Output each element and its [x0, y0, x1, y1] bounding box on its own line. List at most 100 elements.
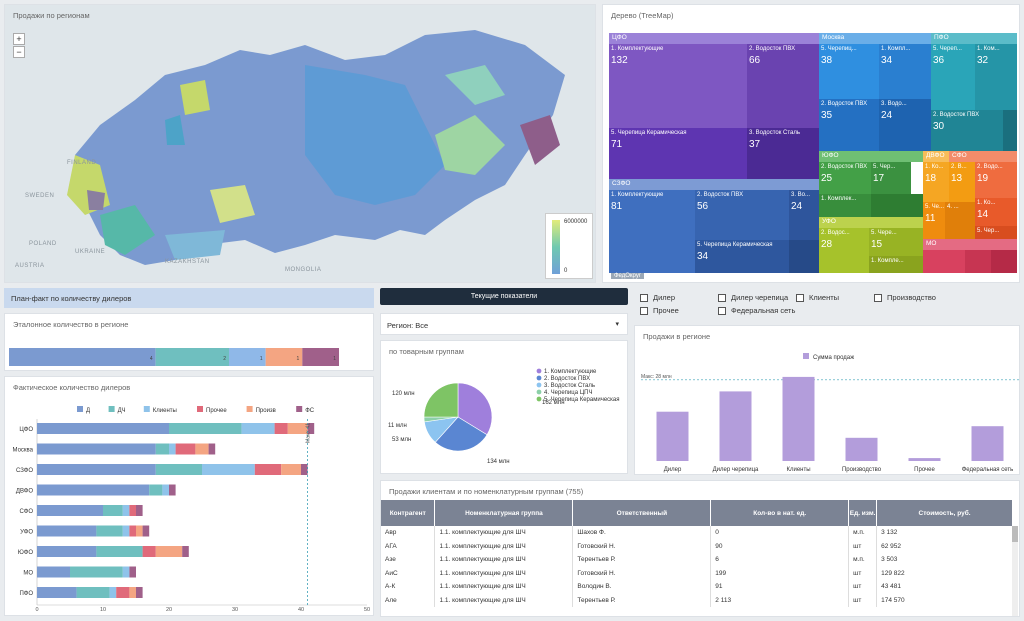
table-row[interactable]: Азе 1.1. комплектующие для ШЧ Терентьев Р.… — [381, 553, 1013, 567]
pie-slice[interactable] — [423, 382, 459, 418]
treemap-cell[interactable]: 2. Водосток ПВХ 30 — [931, 110, 1003, 151]
treemap-cell[interactable]: 1. Ко... 18 — [923, 162, 949, 202]
dealer-bar-segment[interactable] — [287, 423, 308, 434]
treemap-group-mo[interactable]: МО — [923, 239, 1017, 250]
treemap-cell[interactable]: 5. Черепица Керамическая 34 — [695, 240, 789, 273]
dealer-bar-segment[interactable] — [122, 566, 130, 578]
table-header-cell[interactable]: Стоимость, руб. — [876, 500, 1013, 526]
treemap-cell[interactable] — [991, 250, 1017, 273]
treemap-cell[interactable]: 5. Чер... 17 — [871, 162, 911, 194]
dealer-bar-segment[interactable] — [129, 505, 136, 516]
treemap-cell[interactable]: 2. Водосток ПВХ 66 — [747, 44, 819, 128]
treemap-cell[interactable]: 1. Ко... 14 — [975, 198, 1017, 226]
dealer-bar-segment[interactable] — [155, 464, 202, 475]
dealer-bar-segment[interactable] — [37, 484, 150, 496]
reference-bar-segment[interactable] — [9, 348, 156, 366]
dealer-bar-segment[interactable] — [37, 423, 169, 434]
dealer-bar-segment[interactable] — [142, 525, 150, 537]
treemap-group-ufo[interactable]: УФО — [819, 217, 923, 228]
product-groups-pie[interactable]: 162 млн 134 млн 53 млн 11 млн 120 млн 1. Комп… — [381, 341, 629, 475]
region-select[interactable]: Регион: Все ▾ — [380, 313, 628, 335]
treemap-cell[interactable] — [789, 240, 819, 273]
sales-bar[interactable] — [719, 391, 752, 461]
dealer-bar-segment[interactable] — [142, 546, 156, 557]
dealer-bar-segment[interactable] — [37, 546, 97, 557]
dealer-bar-segment[interactable] — [169, 443, 176, 455]
filter-federal-network-checkbox[interactable]: Федеральная сеть — [718, 306, 795, 315]
filter-other-checkbox[interactable]: Прочее — [640, 306, 679, 315]
dealer-bar-segment[interactable] — [301, 464, 308, 475]
dealer-bar-segment[interactable] — [96, 525, 123, 537]
pie-slice[interactable] — [434, 416, 488, 452]
treemap-cell[interactable]: 5. Чер... — [975, 226, 1017, 239]
dealer-bar-segment[interactable] — [307, 423, 315, 434]
treemap-cell[interactable]: 1. Комплектующие 81 — [609, 190, 695, 273]
sales-map-panel[interactable]: Продажи по регионам + − SWEDEN FINLAND P… — [4, 4, 596, 283]
treemap-cell[interactable]: 1. Компле... — [869, 256, 923, 273]
treemap-cell[interactable] — [1003, 110, 1017, 151]
dealer-bar-segment[interactable] — [122, 505, 130, 516]
zoom-out-button[interactable]: − — [13, 46, 25, 58]
zoom-in-button[interactable]: + — [13, 33, 25, 45]
dealer-bar-segment[interactable] — [37, 464, 156, 475]
dealer-bar-segment[interactable] — [169, 484, 176, 496]
table-header-cell[interactable]: Кол-во в нат. ед. — [710, 500, 850, 526]
sales-bar[interactable] — [845, 437, 878, 461]
dealer-bar-segment[interactable] — [37, 525, 97, 537]
treemap-cell[interactable]: 5. Чере... 15 — [869, 228, 923, 256]
treemap-group-sfo[interactable]: СФО — [949, 151, 1017, 162]
dealer-bar-segment[interactable] — [37, 587, 77, 598]
reference-bar-segment[interactable] — [229, 348, 266, 366]
dealer-bar-segment[interactable] — [76, 587, 110, 598]
pie-slice[interactable] — [457, 382, 493, 436]
treemap-cell[interactable]: 4. ... — [945, 202, 975, 239]
treemap-cell[interactable]: 5. Черепица Керамическая 71 — [609, 128, 747, 179]
treemap-cell[interactable] — [923, 250, 965, 273]
treemap-cell[interactable] — [871, 194, 923, 217]
treemap-cell[interactable]: 2. Водосток ПВХ 25 — [819, 162, 871, 194]
dealer-bar-segment[interactable] — [274, 423, 288, 434]
table-row[interactable]: АиС 1.1. комплектующие для ШЧ Готовский Н.… — [381, 566, 1013, 580]
table-row[interactable]: АГА 1.1. комплектующие для ШЧ Готовский Н.… — [381, 539, 1013, 553]
treemap-cell[interactable] — [965, 250, 991, 273]
sales-bar[interactable] — [656, 411, 689, 461]
dealer-bar-segment[interactable] — [70, 566, 123, 578]
dealer-bar-segment[interactable] — [149, 484, 163, 496]
treemap-cell[interactable]: 1. Компл... 34 — [879, 44, 931, 99]
dealer-bar-segment[interactable] — [202, 464, 255, 475]
dealer-bar-segment[interactable] — [169, 423, 242, 434]
treemap-cell[interactable]: 3. Водо... 24 — [879, 99, 931, 151]
dealer-bar-segment[interactable] — [129, 587, 136, 598]
reference-bar-segment[interactable] — [265, 348, 303, 366]
dealer-bar-segment[interactable] — [241, 423, 275, 434]
filter-dealer-tile-checkbox[interactable]: Дилер черепица — [718, 293, 788, 302]
filter-production-checkbox[interactable]: Производство — [874, 293, 936, 302]
dealers-stacked-bar-chart[interactable]: Д ДЧ Клиенты Прочее Произв ФС 0 10 20 30 40 50 ЦФО Мо… — [5, 377, 375, 617]
dealer-bar-segment[interactable] — [155, 546, 183, 557]
current-indicators-button[interactable]: Текущие показатели — [380, 288, 628, 305]
table-header-cell[interactable]: Ответственный — [572, 500, 712, 526]
table-header-cell[interactable]: Номенклатурная группа — [434, 500, 574, 526]
table-row[interactable]: Авр 1.1. комплектующие для ШЧ Шахов Ф. 0 м.п… — [381, 526, 1013, 540]
treemap-group-yufo[interactable]: ЮФО — [819, 151, 923, 162]
treemap-group-moscow[interactable]: Москва — [819, 33, 931, 44]
sales-bar[interactable] — [971, 426, 1004, 461]
dealer-bar-segment[interactable] — [96, 546, 143, 557]
dealer-bar-segment[interactable] — [281, 464, 301, 475]
dealer-bar-segment[interactable] — [254, 464, 282, 475]
treemap-cell[interactable]: 2. Водос... 28 — [819, 228, 869, 273]
treemap-cell[interactable]: 3. Водосток Сталь 37 — [747, 128, 819, 179]
dealer-bar-segment[interactable] — [175, 443, 196, 455]
dealer-bar-segment[interactable] — [155, 443, 169, 455]
dealer-bar-segment[interactable] — [129, 566, 136, 578]
table-row[interactable]: Але 1.1. комплектующие для ШЧ Терентьев Р.… — [381, 593, 1013, 607]
treemap-group-szfo[interactable]: СЗФО — [609, 179, 819, 190]
treemap-group-dvfo[interactable]: ДВФО — [923, 151, 949, 162]
reference-bar-segment[interactable] — [302, 348, 339, 366]
sales-bar[interactable] — [782, 376, 815, 461]
dealer-bar-segment[interactable] — [122, 525, 130, 537]
treemap-area[interactable]: ЦФО Москва ПФО СЗФО ЮФО ДВФО СФО УФО МО … — [609, 33, 1017, 273]
treemap-cell[interactable]: 1. Комплек... — [819, 194, 871, 217]
dealer-bar-segment[interactable] — [37, 443, 156, 455]
treemap-cell[interactable]: 2. Водо... 19 — [975, 162, 1017, 198]
